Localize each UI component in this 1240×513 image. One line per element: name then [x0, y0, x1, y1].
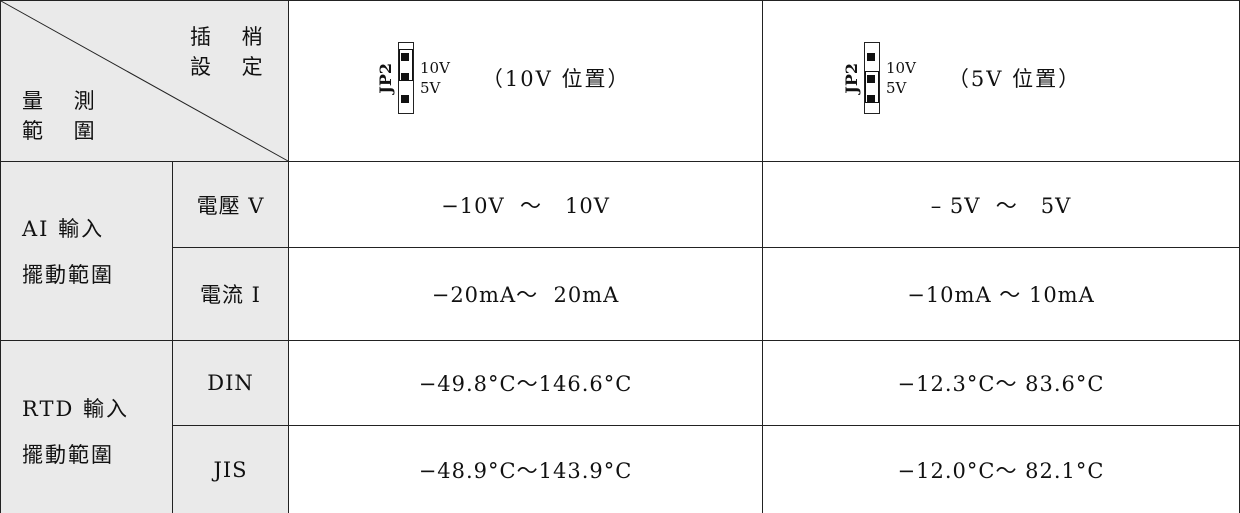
group-label-rtd: RTD 輸入 擺動範圍	[22, 386, 129, 478]
jumper-diagram-5v	[864, 42, 880, 114]
jumper-10v-header: JP2 10V 5V （10V 位置）	[376, 42, 631, 114]
corner-top-line1: 插 梢	[190, 25, 275, 49]
value-5v-voltage: – 5V ～ 5V	[930, 193, 1072, 218]
corner-top-line2: 設 定	[190, 55, 275, 79]
mode-column-divider	[762, 0, 763, 513]
value-10v-voltage: −10V ～ 10V	[441, 193, 610, 218]
pin-icon	[401, 53, 409, 61]
corner-header-measure-range: 量 測 範 圍	[22, 86, 132, 146]
rtd-row-divider	[172, 425, 1240, 426]
group-label-line2: 擺動範圍	[22, 443, 114, 467]
jp2-label: JP2	[376, 62, 395, 94]
jumper-position-labels: 10V 5V	[886, 58, 916, 98]
row-type-din: DIN	[207, 371, 254, 395]
group-divider	[0, 340, 1240, 341]
corner-bottom-line1: 量 測	[22, 89, 107, 113]
row-type-current: 電流 I	[200, 283, 261, 307]
group-label-line1: RTD 輸入	[22, 397, 129, 421]
jp2-label: JP2	[842, 62, 861, 94]
ai-row-divider	[172, 247, 1240, 248]
group-label-ai: AI 輸入 擺動範圍	[22, 206, 114, 298]
value-10v-din: −49.8°C～146.6°C	[418, 372, 633, 396]
column-caption-10v: （10V 位置）	[481, 67, 631, 91]
column-caption-5v: （5V 位置）	[947, 67, 1082, 91]
group-label-line2: 擺動範圍	[22, 263, 114, 287]
pin-icon	[867, 53, 875, 61]
label-10v: 10V	[420, 59, 450, 77]
jumper-diagram-10v	[398, 42, 414, 114]
value-5v-din: −12.3°C～ 83.6°C	[897, 372, 1105, 396]
row-type-jis: JIS	[213, 457, 248, 482]
value-10v-jis: −48.9°C～143.9°C	[418, 458, 633, 483]
pin-icon	[867, 75, 875, 83]
corner-diagonal	[0, 0, 289, 162]
value-10v-current: −20mA～ 20mA	[431, 283, 620, 307]
jumper-5v-header: JP2 10V 5V （5V 位置）	[842, 42, 1082, 114]
corner-bottom-line2: 範 圍	[22, 119, 107, 143]
row-label-shade	[1, 161, 288, 513]
border-left	[0, 0, 1, 513]
row-type-voltage: 電壓 V	[196, 193, 265, 218]
header-bottom-line	[0, 161, 1240, 162]
label-5v: 5V	[420, 79, 441, 97]
label-column-divider	[288, 0, 289, 513]
label-10v: 10V	[886, 59, 916, 77]
value-5v-jis: −12.0°C～ 82.1°C	[897, 458, 1105, 483]
value-5v-current: −10mA ～ 10mA	[907, 283, 1095, 307]
group-label-line1: AI 輸入	[22, 217, 105, 241]
border-top	[0, 0, 1240, 1]
jumper-position-labels: 10V 5V	[420, 58, 450, 98]
pin-icon	[401, 95, 409, 103]
pin-icon	[867, 95, 875, 103]
group-label-divider	[172, 161, 173, 513]
label-5v: 5V	[886, 79, 907, 97]
corner-header-jumper-setting: 插 梢 設 定	[190, 22, 280, 82]
pin-icon	[401, 73, 409, 81]
